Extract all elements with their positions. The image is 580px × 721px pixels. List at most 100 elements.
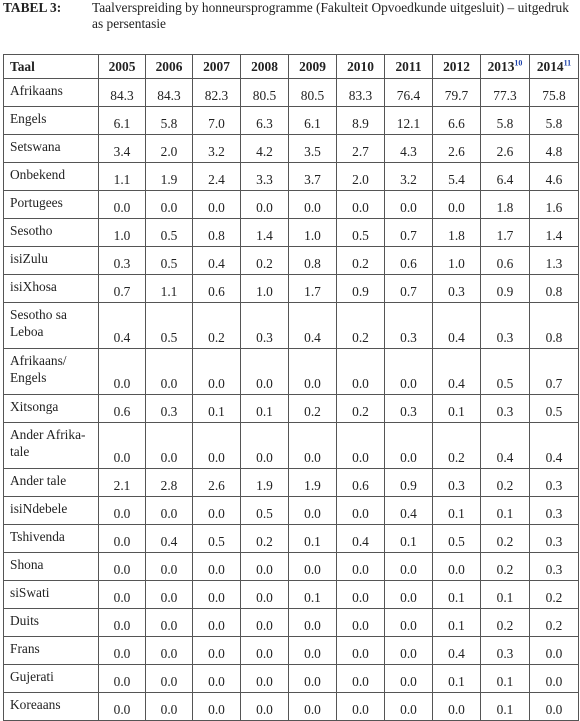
value-cell: 0.1 (432, 394, 481, 423)
value-cell: 0.0 (98, 664, 146, 693)
value-cell: 0.0 (288, 552, 337, 581)
value-cell: 0.0 (98, 496, 146, 525)
footnote-marker[interactable]: 10 (514, 58, 523, 68)
value-cell: 4.6 (529, 162, 579, 191)
value-cell: 1.1 (145, 274, 193, 303)
value-cell: 0.0 (336, 348, 385, 395)
value-cell: 1.8 (432, 218, 481, 247)
value-cell: 0.4 (432, 302, 481, 349)
value-cell: 0.0 (384, 348, 433, 395)
value-cell: 0.0 (145, 608, 193, 637)
value-cell: 0.3 (480, 394, 530, 423)
value-cell: 0.1 (432, 608, 481, 637)
value-cell: 2.4 (192, 162, 241, 191)
value-cell: 0.4 (192, 246, 241, 275)
value-cell: 0.5 (240, 496, 289, 525)
value-cell: 0.7 (384, 274, 433, 303)
value-cell: 0.0 (384, 664, 433, 693)
value-cell: 0.5 (480, 348, 530, 395)
table-row: Afrikaans/ Engels 0.0 0.0 0.0 0.0 0.0 0.0 0.0 0.… (3, 348, 579, 395)
value-cell: 0.3 (529, 524, 579, 553)
value-cell: 3.2 (192, 134, 241, 163)
value-cell: 0.2 (529, 608, 579, 637)
value-cell: 0.0 (145, 636, 193, 665)
value-cell: 0.0 (192, 692, 241, 721)
value-cell: 0.7 (529, 348, 579, 395)
value-cell: 0.0 (336, 496, 385, 525)
value-cell: 0.2 (529, 580, 579, 609)
value-cell: 0.0 (336, 190, 385, 219)
value-cell: 0.0 (288, 190, 337, 219)
table-row: Ander Afrika-tale 0.0 0.0 0.0 0.0 0.0 0.0 0.0 0.… (3, 422, 579, 469)
value-cell: 76.4 (384, 78, 433, 107)
value-cell: 0.0 (384, 580, 433, 609)
value-cell: 0.0 (145, 496, 193, 525)
header-year-label: 2005 (108, 58, 136, 74)
header-year-label: 2009 (299, 58, 326, 74)
value-cell: 0.0 (432, 692, 481, 721)
language-cell: Koreaans (3, 692, 99, 721)
table-row: Portugees 0.0 0.0 0.0 0.0 0.0 0.0 0.0 0.0 1.8 1.6 (3, 190, 579, 219)
value-cell: 0.1 (288, 580, 337, 609)
value-cell: 0.0 (288, 496, 337, 525)
value-cell: 3.2 (384, 162, 433, 191)
value-cell: 1.7 (480, 218, 530, 247)
value-cell: 2.6 (192, 468, 241, 497)
header-year-label: 2007 (203, 58, 230, 74)
value-cell: 0.2 (480, 524, 530, 553)
value-cell: 0.5 (336, 218, 385, 247)
value-cell: 84.3 (145, 78, 193, 107)
value-cell: 3.5 (288, 134, 337, 163)
value-cell: 0.0 (529, 692, 579, 721)
value-cell: 0.8 (288, 246, 337, 275)
value-cell: 6.1 (98, 106, 146, 135)
value-cell: 0.1 (432, 580, 481, 609)
value-cell: 0.4 (432, 636, 481, 665)
value-cell: 5.8 (480, 106, 530, 135)
value-cell: 5.8 (145, 106, 193, 135)
table-row: Sesotho 1.0 0.5 0.8 1.4 1.0 0.5 0.7 1.8 1.7 1.4 (3, 218, 579, 247)
value-cell: 4.3 (384, 134, 433, 163)
table-row: isiXhosa 0.7 1.1 0.6 1.0 1.7 0.9 0.7 0.3 0.9 0.8 (3, 274, 579, 303)
language-cell: Sesotho (3, 218, 99, 247)
value-cell: 0.0 (240, 190, 289, 219)
value-cell: 0.3 (145, 394, 193, 423)
value-cell: 0.9 (384, 468, 433, 497)
value-cell: 0.3 (384, 302, 433, 349)
table-row: Ander tale 2.1 2.8 2.6 1.9 1.9 0.6 0.9 0.3 0.2 0.3 (3, 468, 579, 497)
language-cell: Frans (3, 636, 99, 665)
value-cell: 2.0 (336, 162, 385, 191)
value-cell: 0.2 (192, 302, 241, 349)
value-cell: 0.1 (384, 524, 433, 553)
table-caption: TABEL 3: Taalverspreiding by honneurspro… (3, 0, 578, 46)
footnote-marker[interactable]: 11 (563, 58, 572, 68)
table-row: Shona 0.0 0.0 0.0 0.0 0.0 0.0 0.0 0.0 0.2 0.3 (3, 552, 579, 581)
table-row: siSwati 0.0 0.0 0.0 0.0 0.1 0.0 0.0 0.1 0.1 0.2 (3, 580, 579, 609)
value-cell: 0.0 (98, 422, 146, 469)
value-cell: 1.0 (240, 274, 289, 303)
value-cell: 0.4 (432, 348, 481, 395)
value-cell: 0.0 (384, 636, 433, 665)
language-cell: Sesotho sa Leboa (3, 302, 99, 349)
value-cell: 0.5 (432, 524, 481, 553)
value-cell: 0.0 (192, 552, 241, 581)
value-cell: 0.7 (384, 218, 433, 247)
header-year-label: 2011 (395, 58, 422, 74)
header-year: 201310 (480, 54, 530, 79)
value-cell: 0.0 (384, 608, 433, 637)
value-cell: 12.1 (384, 106, 433, 135)
value-cell: 2.0 (145, 134, 193, 163)
language-cell: Tshivenda (3, 524, 99, 553)
value-cell: 0.0 (192, 608, 241, 637)
value-cell: 0.0 (240, 580, 289, 609)
value-cell: 0.0 (336, 608, 385, 637)
value-cell: 1.8 (480, 190, 530, 219)
language-cell: Ander Afrika-tale (3, 422, 99, 469)
value-cell: 0.0 (192, 580, 241, 609)
value-cell: 1.6 (529, 190, 579, 219)
language-cell: Onbekend (3, 162, 99, 191)
value-cell: 0.3 (529, 552, 579, 581)
value-cell: 0.6 (98, 394, 146, 423)
value-cell: 0.0 (336, 580, 385, 609)
header-year: 201411 (529, 54, 579, 79)
